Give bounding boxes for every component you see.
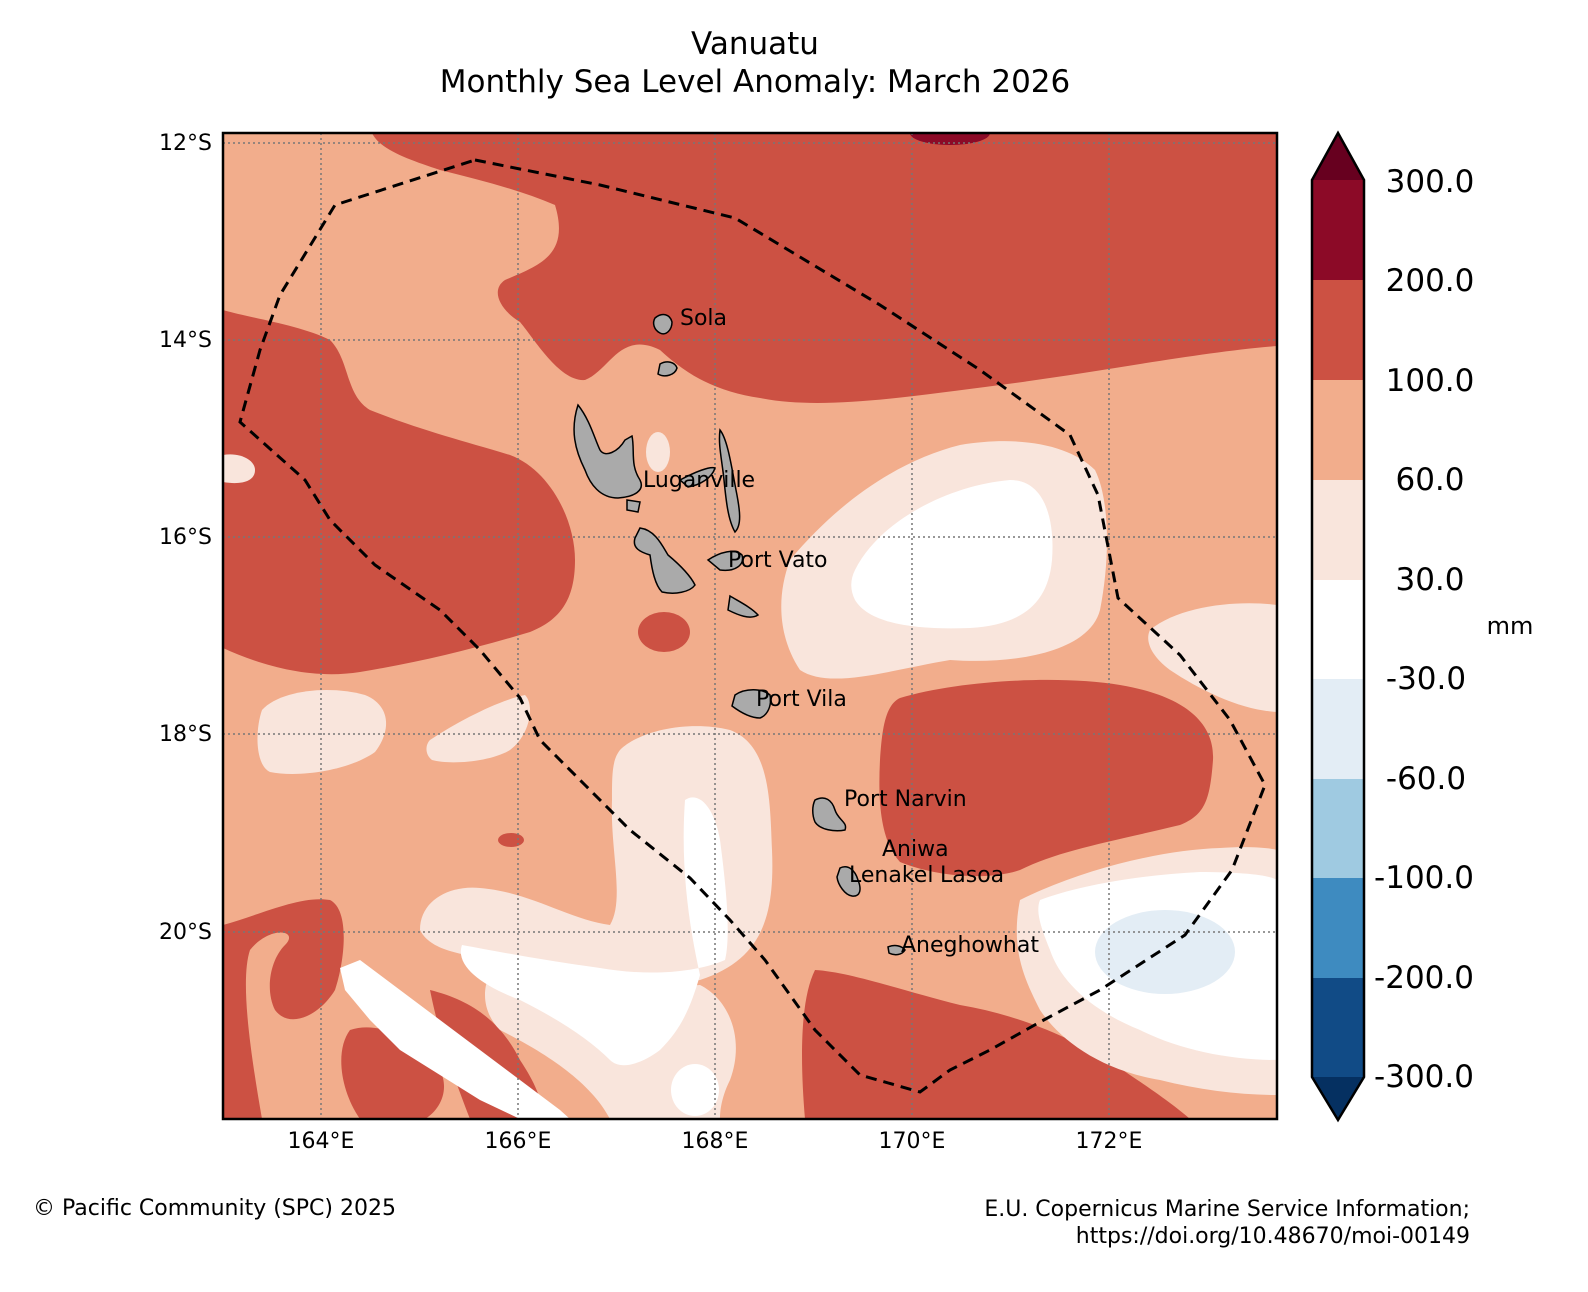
islands: [573, 313, 906, 956]
anomaly-100-200-southeast: [802, 970, 1190, 1119]
anomaly-minus-30-60: [1095, 910, 1235, 994]
colorbar-label: 200.0: [1386, 263, 1475, 299]
anomaly-30-60-west: [257, 690, 387, 774]
anomaly-near-zero-south: [671, 1064, 719, 1116]
anomaly-30-60-small: [646, 432, 670, 472]
colorbar-bottom-arrow: [1312, 1077, 1364, 1120]
island-pentecost: [718, 428, 741, 534]
colorbar-segment: [1312, 180, 1364, 280]
island-ambrym: [706, 550, 744, 572]
lat-tick-label: 14°S: [159, 328, 212, 353]
place-label: Port Vila: [756, 687, 847, 712]
island-erromango: [812, 797, 847, 832]
lat-tick-label: 16°S: [159, 525, 212, 550]
lon-tick-label: 166°E: [485, 1129, 552, 1154]
colorbar-segment: [1312, 679, 1364, 779]
map-frame: [221, 131, 1279, 1121]
anomaly-200-300: [910, 133, 990, 145]
colorbar-label: -200.0: [1374, 960, 1474, 996]
anomaly-100-200-spot: [498, 833, 524, 847]
island-malekula: [633, 527, 696, 594]
colorbar: [1310, 130, 1366, 1123]
graticule: [223, 133, 1277, 1119]
anomaly-100-200-east: [879, 679, 1214, 877]
island-malo: [626, 499, 641, 513]
anomaly-30-60-west2: [426, 695, 530, 763]
colorbar-segment: [1312, 779, 1364, 878]
anomaly-30-60-northeast: [1148, 603, 1277, 712]
anomaly-100-200-west: [223, 310, 575, 675]
colorbar-label: 30.0: [1395, 562, 1464, 598]
lat-tick-label: 18°S: [159, 722, 212, 747]
place-label: Aniwa: [882, 837, 949, 862]
anomaly-near-zero-east: [851, 480, 1053, 629]
colorbar-top-arrow: [1312, 133, 1364, 180]
anomaly-100-200-north: [372, 133, 1277, 403]
colorbar-segment: [1312, 978, 1364, 1077]
source-credit-line1: E.U. Copernicus Marine Service Informati…: [984, 1197, 1470, 1222]
place-label: Port Vato: [728, 548, 828, 573]
island-gaua: [652, 313, 673, 335]
place-label: Aneghowhat: [901, 933, 1039, 958]
lon-tick-label: 172°E: [1076, 1129, 1143, 1154]
colorbar-label: 100.0: [1386, 363, 1475, 399]
anomaly-near-zero-diagonal: [340, 960, 570, 1119]
colorbar-segment: [1312, 878, 1364, 978]
place-label: Lenakel: [849, 863, 933, 888]
place-label: Sola: [680, 306, 727, 331]
anomaly-near-zero-center: [460, 797, 728, 1066]
island-vanua-lava: [657, 361, 678, 377]
island-aneityum: [887, 944, 906, 956]
colorbar-label: -30.0: [1386, 661, 1466, 697]
place-label: Lasoa: [940, 863, 1004, 888]
anomaly-field: [223, 133, 1277, 1119]
colorbar-label: -60.0: [1386, 761, 1466, 797]
lat-tick-label: 12°S: [159, 131, 212, 156]
lon-tick-label: 170°E: [879, 1129, 946, 1154]
colorbar-segment: [1312, 580, 1364, 679]
colorbar-unit: mm: [1487, 612, 1534, 640]
lon-tick-label: 164°E: [288, 1129, 355, 1154]
anomaly-30-60-center: [420, 726, 773, 983]
source-credit: E.U. Copernicus Marine Service Informati…: [984, 1196, 1470, 1250]
lat-tick-label: 20°S: [159, 920, 212, 945]
island-tanna: [836, 866, 861, 897]
place-label: Port Narvin: [844, 787, 967, 812]
island-epi: [727, 594, 760, 618]
colorbar-label: -300.0: [1374, 1059, 1474, 1095]
colorbar-outline: [1310, 130, 1366, 1123]
copyright-text: © Pacific Community (SPC) 2025: [33, 1196, 396, 1221]
lon-tick-label: 168°E: [682, 1129, 749, 1154]
colorbar-segment: [1312, 380, 1364, 480]
chart-subtitle: Monthly Sea Level Anomaly: March 2026: [439, 64, 1071, 100]
colorbar-segment: [1312, 480, 1364, 580]
island-ambae: [678, 466, 716, 488]
anomaly-30-60-edge: [223, 454, 255, 484]
island-efate: [731, 689, 772, 719]
colorbar-segment: [1312, 280, 1364, 380]
colorbar-label: -100.0: [1374, 860, 1474, 896]
island-espiritu-santo: [573, 403, 642, 499]
source-credit-line2: https://doi.org/10.48670/moi-00149: [1075, 1224, 1470, 1249]
colorbar-label: 300.0: [1386, 164, 1475, 200]
anomaly-100-200-blob: [638, 612, 690, 652]
chart-title: Vanuatu: [691, 26, 819, 62]
place-label: Luganville: [643, 468, 755, 493]
colorbar-label: 60.0: [1395, 462, 1464, 498]
